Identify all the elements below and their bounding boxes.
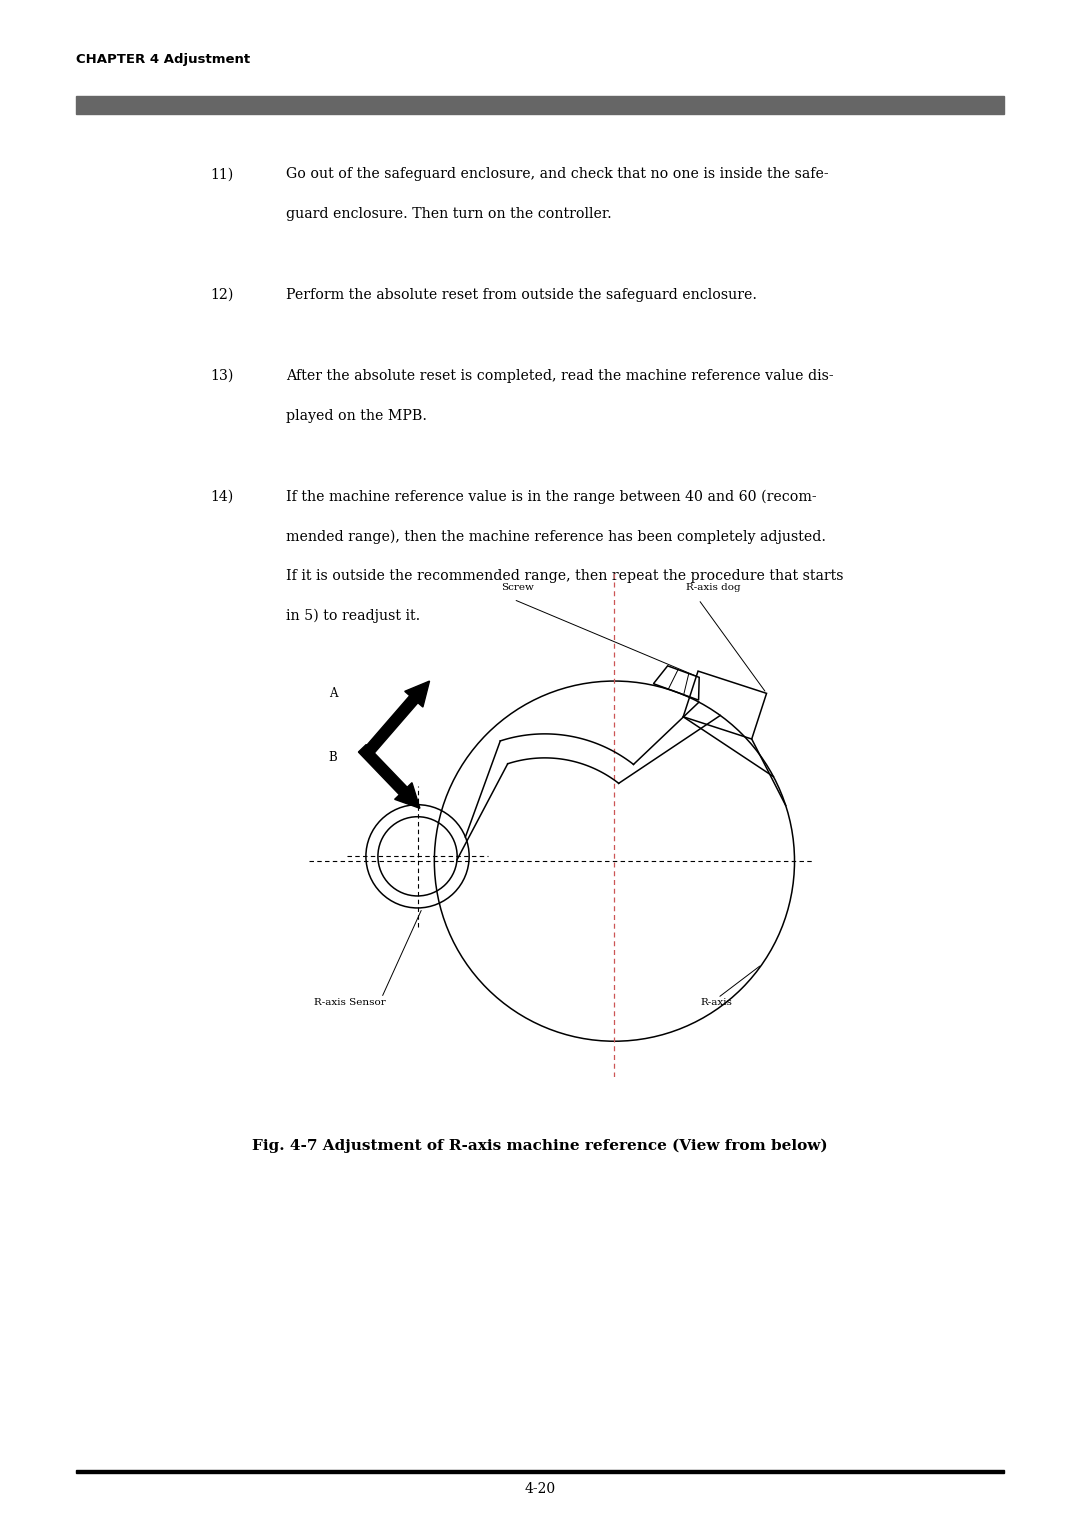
Text: CHAPTER 4 Adjustment: CHAPTER 4 Adjustment bbox=[76, 53, 249, 67]
Text: played on the MPB.: played on the MPB. bbox=[286, 408, 428, 423]
Text: If the machine reference value is in the range between 40 and 60 (recom-: If the machine reference value is in the… bbox=[286, 489, 816, 504]
FancyArrow shape bbox=[363, 681, 430, 756]
Text: 4-20: 4-20 bbox=[525, 1482, 555, 1496]
Text: R-axis Sensor: R-axis Sensor bbox=[314, 998, 386, 1007]
Bar bbox=[76, 1470, 1004, 1473]
Text: A: A bbox=[328, 686, 337, 700]
Bar bbox=[76, 95, 1004, 113]
Text: Screw: Screw bbox=[501, 584, 535, 593]
Text: guard enclosure. Then turn on the controller.: guard enclosure. Then turn on the contro… bbox=[286, 208, 612, 222]
Text: B: B bbox=[328, 752, 337, 764]
Text: mended range), then the machine reference has been completely adjusted.: mended range), then the machine referenc… bbox=[286, 529, 826, 544]
Text: 11): 11) bbox=[211, 167, 234, 182]
Text: Go out of the safeguard enclosure, and check that no one is inside the safe-: Go out of the safeguard enclosure, and c… bbox=[286, 167, 828, 182]
Text: Fig. 4-7 Adjustment of R-axis machine reference (View from below): Fig. 4-7 Adjustment of R-axis machine re… bbox=[253, 1138, 827, 1152]
Text: If it is outside the recommended range, then repeat the procedure that starts: If it is outside the recommended range, … bbox=[286, 570, 843, 584]
Text: 12): 12) bbox=[211, 287, 234, 303]
Text: R-axis dog: R-axis dog bbox=[687, 584, 741, 593]
Text: 13): 13) bbox=[211, 370, 234, 384]
Text: R-axis: R-axis bbox=[701, 998, 732, 1007]
FancyArrow shape bbox=[359, 744, 420, 808]
Text: After the absolute reset is completed, read the machine reference value dis-: After the absolute reset is completed, r… bbox=[286, 370, 834, 384]
Text: Perform the absolute reset from outside the safeguard enclosure.: Perform the absolute reset from outside … bbox=[286, 287, 757, 303]
Text: in 5) to readjust it.: in 5) to readjust it. bbox=[286, 608, 420, 623]
Text: 14): 14) bbox=[211, 489, 234, 504]
